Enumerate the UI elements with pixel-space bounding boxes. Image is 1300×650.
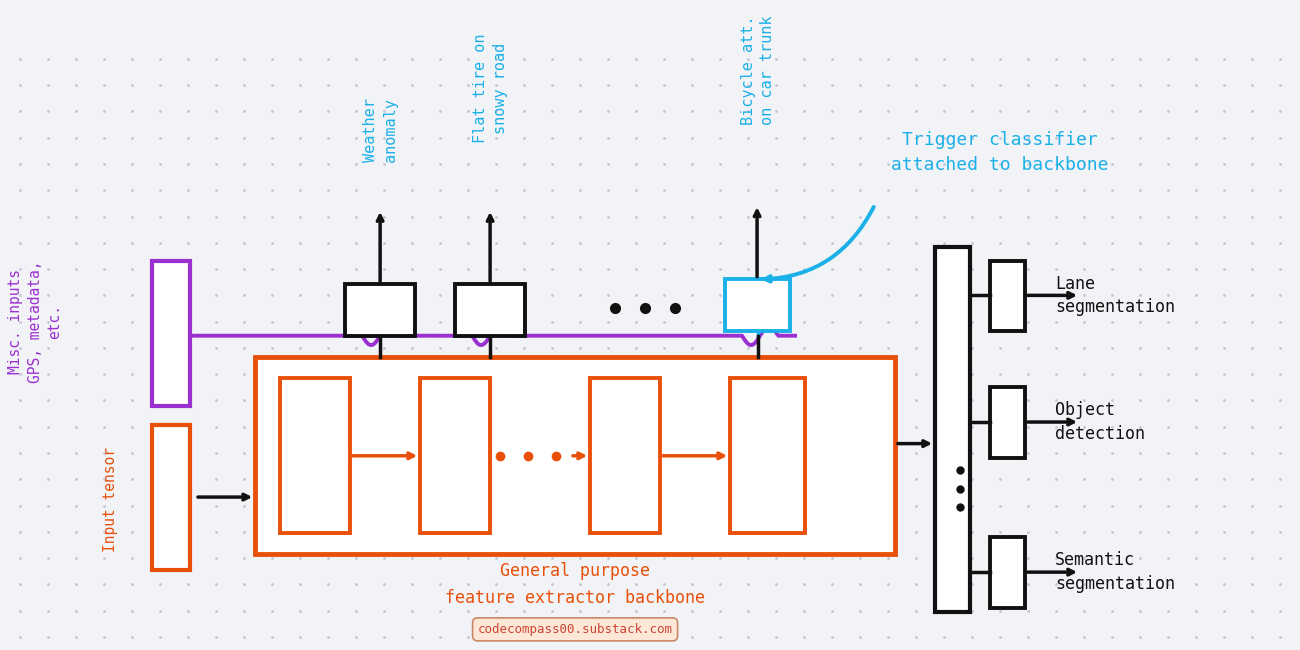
FancyBboxPatch shape	[420, 378, 490, 533]
Text: Object
detection: Object detection	[1056, 401, 1145, 443]
Text: Input tensor: Input tensor	[103, 447, 118, 552]
FancyBboxPatch shape	[344, 284, 415, 335]
Text: Misc. inputs
GPS, metadata,
etc.: Misc. inputs GPS, metadata, etc.	[8, 261, 62, 383]
FancyBboxPatch shape	[152, 261, 190, 406]
FancyBboxPatch shape	[152, 425, 190, 570]
FancyBboxPatch shape	[935, 246, 970, 612]
Text: Semantic
segmentation: Semantic segmentation	[1056, 551, 1175, 593]
Text: Weather
anomaly: Weather anomaly	[363, 98, 398, 162]
FancyBboxPatch shape	[255, 358, 896, 554]
Text: Lane
segmentation: Lane segmentation	[1056, 274, 1175, 316]
FancyBboxPatch shape	[991, 387, 1024, 458]
FancyBboxPatch shape	[590, 378, 660, 533]
Text: codecompass00.substack.com: codecompass00.substack.com	[477, 623, 672, 636]
Text: Trigger classifier
attached to backbone: Trigger classifier attached to backbone	[892, 131, 1109, 174]
FancyBboxPatch shape	[731, 378, 805, 533]
FancyBboxPatch shape	[991, 538, 1024, 608]
FancyBboxPatch shape	[991, 261, 1024, 331]
Text: General purpose
feature extractor backbone: General purpose feature extractor backbo…	[445, 562, 705, 606]
FancyBboxPatch shape	[280, 378, 350, 533]
Text: Bicycle att.
on car trunk: Bicycle att. on car trunk	[741, 15, 776, 125]
Text: Flat tire on
snowy road: Flat tire on snowy road	[473, 34, 507, 144]
FancyBboxPatch shape	[725, 280, 790, 331]
FancyBboxPatch shape	[455, 284, 525, 335]
